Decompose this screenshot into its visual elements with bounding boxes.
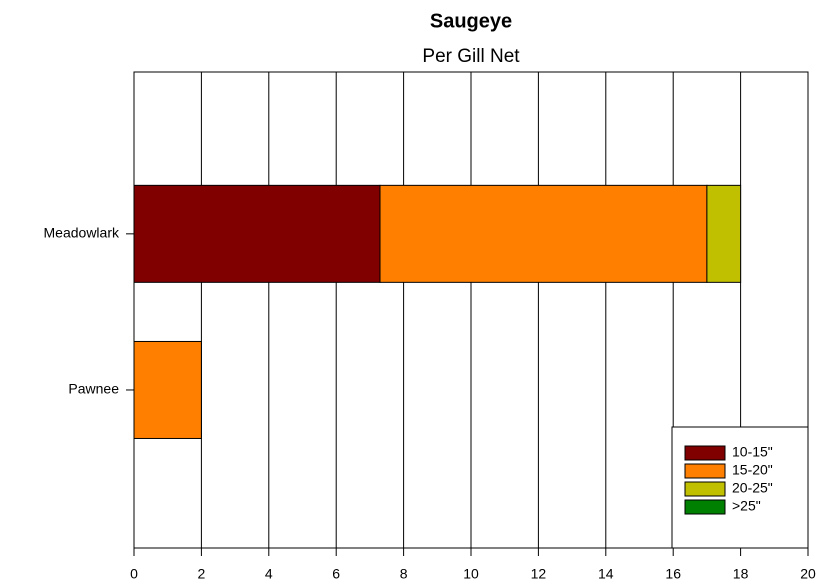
- y-tick-label: Meadowlark: [44, 225, 120, 241]
- x-tick-label: 2: [198, 566, 206, 582]
- bar-segment: [706, 184, 742, 283]
- x-tick-label: 16: [665, 566, 681, 582]
- legend-label: 10-15": [732, 444, 773, 460]
- x-tick-label: 20: [800, 566, 816, 582]
- bar-segment: [379, 184, 708, 283]
- legend-swatch: [684, 463, 726, 479]
- x-tick-label: 6: [332, 566, 340, 582]
- legend-swatch: [684, 481, 726, 497]
- x-tick-label: 4: [265, 566, 273, 582]
- x-tick-label: 8: [400, 566, 408, 582]
- x-tick-label: 10: [463, 566, 479, 582]
- legend-swatch: [684, 445, 726, 461]
- chart-subtitle: Per Gill Net: [422, 46, 520, 67]
- x-tick-label: 0: [130, 566, 138, 582]
- legend-label: >25": [732, 498, 761, 514]
- x-tick-label: 14: [598, 566, 614, 582]
- x-tick-label: 18: [733, 566, 749, 582]
- x-tick-label: 12: [531, 566, 547, 582]
- legend-label: 20-25": [732, 480, 773, 496]
- bar-segment: [133, 184, 381, 283]
- legend-label: 15-20": [732, 462, 773, 478]
- bar-segment: [133, 340, 202, 439]
- chart-title: Saugeye: [430, 10, 512, 32]
- y-tick-label: Pawnee: [68, 381, 119, 397]
- legend-swatch: [684, 499, 726, 515]
